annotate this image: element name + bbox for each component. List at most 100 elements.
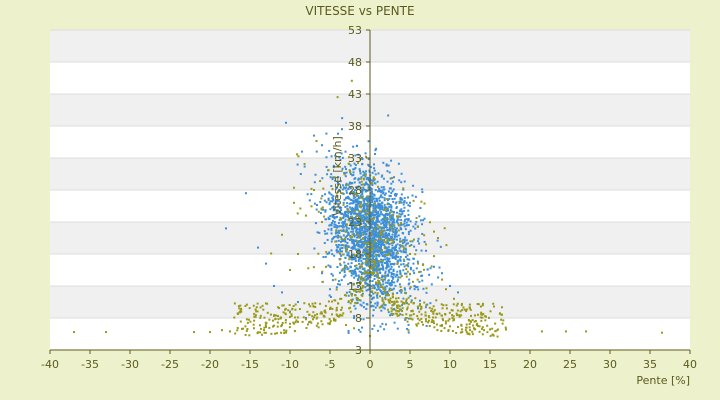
data-point bbox=[372, 261, 375, 264]
data-point bbox=[340, 206, 343, 209]
data-point bbox=[401, 210, 404, 213]
data-point bbox=[364, 239, 367, 242]
data-point bbox=[388, 300, 391, 303]
data-point bbox=[336, 225, 339, 228]
data-point bbox=[414, 195, 417, 198]
data-point bbox=[404, 317, 407, 320]
data-point bbox=[376, 304, 379, 307]
data-point bbox=[348, 270, 351, 273]
data-point bbox=[370, 190, 373, 193]
data-point bbox=[389, 224, 392, 227]
data-point bbox=[353, 181, 356, 184]
data-point bbox=[352, 173, 355, 176]
data-point bbox=[337, 183, 340, 186]
data-point bbox=[397, 222, 400, 225]
data-point bbox=[366, 253, 369, 256]
data-point bbox=[344, 230, 347, 233]
data-point bbox=[330, 193, 333, 196]
data-point bbox=[355, 194, 358, 197]
data-point bbox=[317, 252, 320, 255]
data-point bbox=[268, 326, 271, 329]
data-point bbox=[415, 216, 418, 219]
data-point bbox=[388, 187, 391, 190]
data-point bbox=[263, 331, 266, 334]
y-tick-label: 48 bbox=[348, 56, 362, 69]
data-point bbox=[361, 191, 364, 194]
data-point bbox=[308, 199, 311, 202]
data-point bbox=[460, 304, 463, 307]
data-point bbox=[374, 302, 377, 305]
data-point bbox=[360, 244, 363, 247]
data-point bbox=[245, 318, 248, 321]
data-point bbox=[398, 308, 401, 311]
data-point bbox=[381, 218, 384, 221]
data-point bbox=[376, 272, 379, 275]
data-point bbox=[308, 313, 311, 316]
data-point bbox=[395, 244, 398, 247]
data-point bbox=[328, 202, 331, 205]
data-point bbox=[375, 147, 378, 150]
data-point bbox=[391, 222, 394, 225]
data-point bbox=[371, 290, 374, 293]
data-point bbox=[357, 258, 360, 261]
data-point bbox=[407, 329, 410, 332]
data-point bbox=[382, 287, 385, 290]
data-point bbox=[372, 230, 375, 233]
data-point bbox=[378, 246, 381, 249]
data-point bbox=[339, 283, 341, 286]
data-point bbox=[283, 329, 286, 332]
data-point bbox=[403, 248, 406, 251]
data-point bbox=[403, 240, 406, 243]
data-point bbox=[357, 162, 359, 165]
data-point bbox=[369, 222, 372, 225]
data-point bbox=[345, 294, 347, 297]
data-point bbox=[371, 267, 373, 270]
data-point bbox=[329, 223, 332, 226]
data-point bbox=[366, 195, 369, 198]
data-point bbox=[383, 203, 386, 206]
data-point bbox=[352, 258, 355, 261]
data-point bbox=[354, 199, 357, 202]
data-point bbox=[351, 221, 354, 224]
data-point bbox=[359, 226, 362, 229]
data-point bbox=[395, 193, 398, 196]
data-point bbox=[278, 307, 281, 310]
data-point bbox=[398, 212, 401, 215]
data-point bbox=[387, 298, 390, 301]
data-point bbox=[358, 240, 361, 243]
data-point bbox=[376, 282, 379, 285]
data-point bbox=[362, 188, 365, 191]
data-point bbox=[368, 258, 371, 261]
data-point bbox=[427, 315, 430, 318]
data-point bbox=[377, 249, 380, 252]
data-point bbox=[344, 240, 347, 243]
data-point bbox=[336, 246, 339, 249]
data-point bbox=[418, 242, 421, 245]
data-point bbox=[373, 217, 375, 220]
data-point bbox=[338, 271, 341, 274]
data-point bbox=[413, 272, 416, 275]
data-point bbox=[358, 290, 361, 293]
data-point bbox=[236, 329, 239, 332]
data-point bbox=[370, 263, 373, 266]
data-point bbox=[363, 210, 366, 213]
data-point bbox=[377, 329, 379, 332]
data-point bbox=[349, 255, 352, 258]
data-point bbox=[367, 265, 370, 268]
data-point bbox=[340, 297, 343, 300]
data-point bbox=[367, 256, 370, 259]
data-point bbox=[360, 183, 363, 186]
data-point bbox=[337, 315, 340, 318]
data-point bbox=[334, 201, 337, 204]
data-point bbox=[338, 218, 341, 221]
data-point bbox=[366, 288, 369, 291]
data-point bbox=[407, 265, 410, 268]
data-point bbox=[387, 241, 390, 244]
data-point bbox=[331, 200, 334, 203]
data-point bbox=[345, 235, 348, 238]
data-point bbox=[363, 204, 366, 207]
data-point bbox=[373, 193, 376, 196]
data-point bbox=[399, 276, 402, 279]
data-point bbox=[363, 240, 366, 243]
data-point bbox=[417, 237, 420, 240]
